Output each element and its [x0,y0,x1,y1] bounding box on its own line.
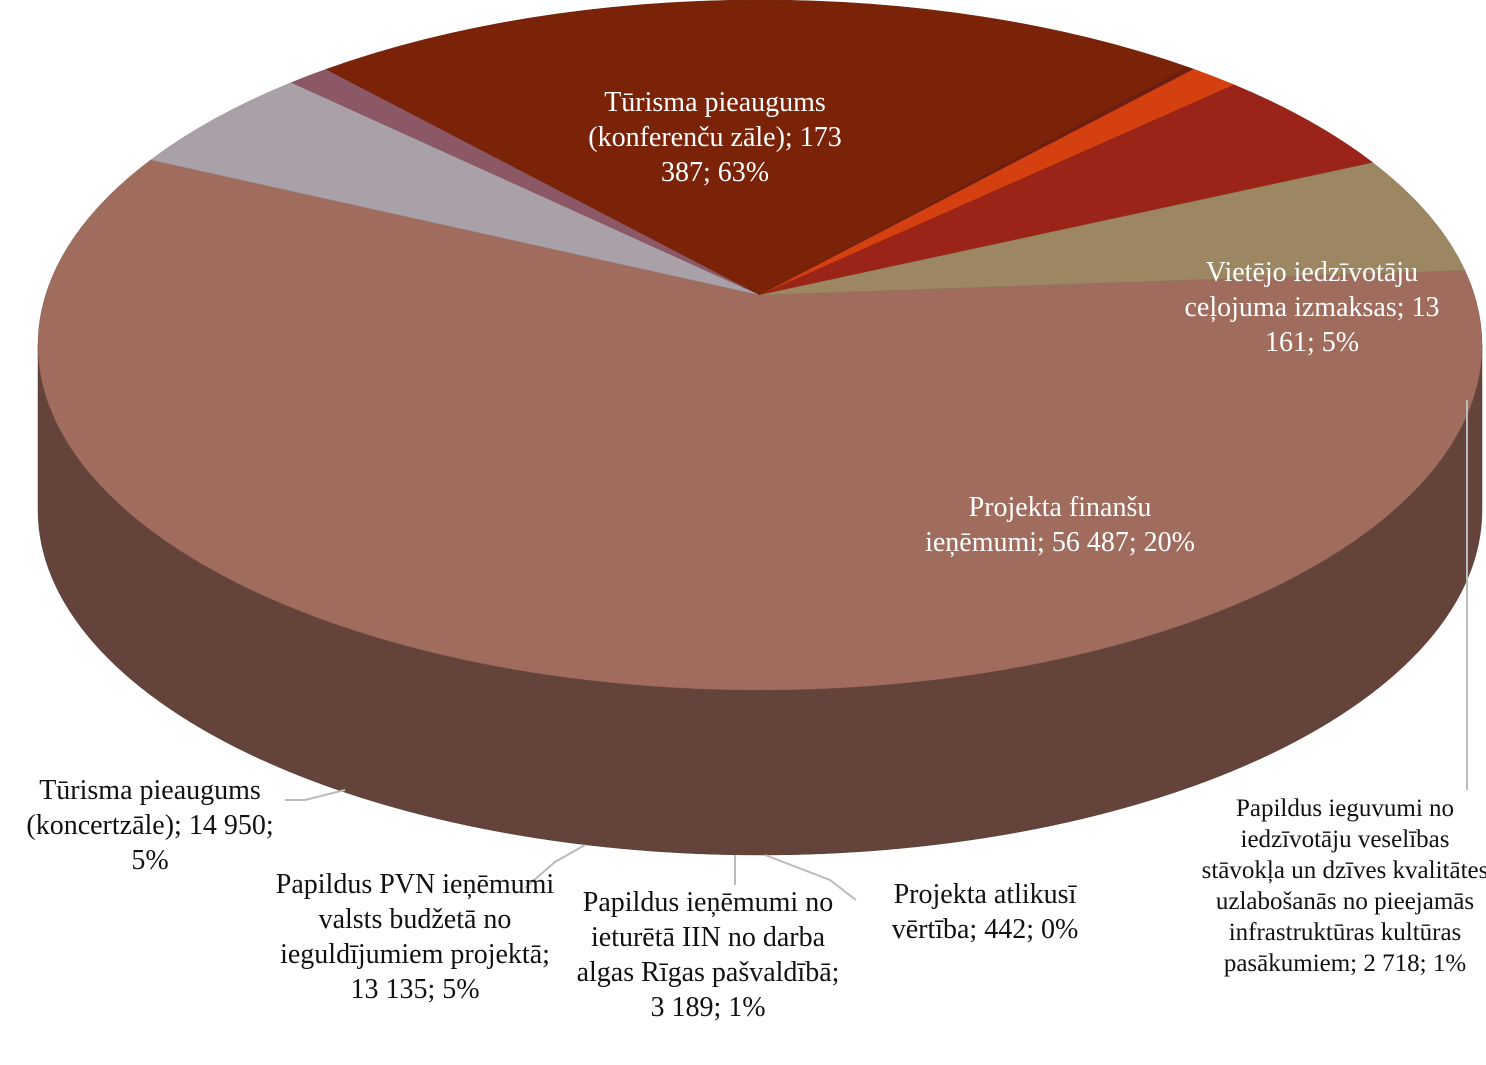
data-label: Projekta atlikusī vērtība; 442; 0% [891,879,1079,945]
data-label: Tūrisma pieaugums (koncertzāle); 14 950;… [26,775,274,876]
leader-line [285,789,346,801]
data-label: Tūrisma pieaugums (konferenču zāle); 173… [588,87,842,188]
data-label: Projekta finanšu ieņēmumi; 56 487; 20% [925,492,1195,558]
data-label: Papildus ieņēmumi no ieturētā IIN no dar… [576,887,840,1023]
pie-slice [759,162,1466,296]
leader-line [524,844,586,889]
pie-tops [37,0,1483,691]
pie-slice [325,0,1189,296]
data-label: Papildus ieguvumi no iedzīvotāju veselīb… [1201,795,1486,977]
pie-slice [759,84,1374,296]
data-label: Vietējo iedzīvotāju ceļojuma izmaksas; 1… [1184,257,1440,358]
leader-lines [285,400,1468,901]
leader-line [764,854,857,901]
pie-slice [37,159,1483,691]
pie-slice [150,82,761,296]
data-label: Papildus PVN ieņēmumi valsts budžetā no … [275,869,555,1005]
